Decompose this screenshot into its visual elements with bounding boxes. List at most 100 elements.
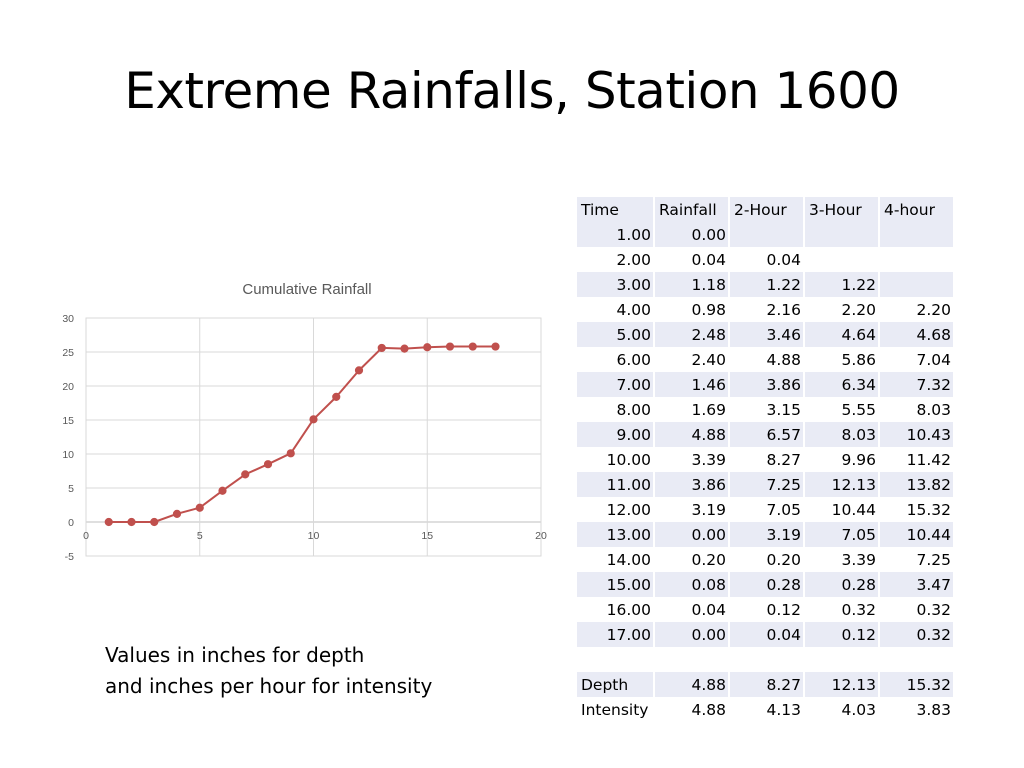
table-cell: 3.19: [654, 497, 730, 522]
table-cell: 17.00: [577, 622, 655, 647]
table-cell: 11.00: [577, 472, 655, 497]
table-cell: 15.00: [577, 572, 655, 597]
data-point: [195, 503, 204, 512]
table-cell: [879, 247, 955, 272]
x-tick-label: 10: [308, 530, 320, 542]
data-point: [354, 366, 364, 375]
data-point: [491, 342, 500, 351]
table-cell: 0.12: [804, 622, 880, 647]
data-point: [377, 343, 386, 353]
data-point: [445, 342, 455, 351]
table-cell: 0.04: [654, 597, 730, 622]
data-point: [468, 342, 477, 351]
table-cell: 0.00: [654, 222, 730, 247]
table-cell: 12.13: [804, 672, 880, 697]
table-cell: 7.00: [577, 372, 655, 397]
table-cell: 16.00: [577, 597, 655, 622]
table-cell: 8.00: [577, 397, 655, 422]
data-point: [263, 460, 273, 469]
table-cell: 4.03: [804, 697, 880, 722]
column-header: Time: [577, 197, 655, 222]
column-header: Rainfall: [654, 197, 730, 222]
table-cell: 0.32: [804, 597, 880, 622]
chart-series: [104, 342, 500, 527]
table-cell: 7.25: [879, 547, 955, 572]
column-header: 2-Hour: [729, 197, 805, 222]
table-cell: 3.39: [654, 447, 730, 472]
data-point: [400, 344, 409, 353]
y-tick-label: -5: [65, 551, 74, 563]
table-cell: 3.19: [729, 522, 805, 547]
data-point: [127, 517, 136, 527]
x-tick-label: 15: [421, 530, 433, 542]
table-cell: 2.40: [654, 347, 730, 372]
series-line: [108, 345, 496, 523]
table-row: 1.00 0.00: [577, 222, 955, 247]
units-note-line-2: and inches per hour for intensity: [105, 674, 433, 698]
table-cell: 10.00: [577, 447, 655, 472]
rainfall-table: Time Rainfall 2-Hour 3-Hour 4-hour 1.00 0.00 2…: [577, 197, 955, 722]
table-cell: 0.00: [654, 622, 730, 647]
table-cell: 7.04: [879, 347, 955, 372]
table-cell: Intensity: [577, 697, 655, 722]
table-cell: 0.04: [654, 247, 730, 272]
data-point: [241, 470, 250, 479]
table-cell: 3.83: [879, 697, 955, 722]
table-cell: 4.88: [654, 422, 730, 447]
table-cell: [804, 247, 880, 272]
table-cell: 1.69: [654, 397, 730, 422]
table-row: 11.00 3.86 7.25 12.13 13.82: [577, 472, 955, 497]
table-row: 14.00 0.20 0.20 3.39 7.25: [577, 547, 955, 572]
table-cell: 1.22: [729, 272, 805, 297]
table-cell: 2.00: [577, 247, 655, 272]
y-tick-label: 30: [62, 313, 74, 325]
y-tick-label: 10: [62, 449, 74, 461]
table-cell: 7.25: [729, 472, 805, 497]
table-cell: 6.00: [577, 347, 655, 372]
table-row: 7.00 1.46 3.86 6.34 7.32: [577, 372, 955, 397]
data-point: [104, 517, 113, 527]
table-header-row: Time Rainfall 2-Hour 3-Hour 4-hour: [577, 197, 955, 222]
table-cell: [729, 647, 805, 672]
table-cell: 6.34: [804, 372, 880, 397]
table-cell: 10.44: [879, 522, 955, 547]
table-cell: 11.42: [879, 447, 955, 472]
table-cell: [577, 647, 655, 672]
table-cell: 5.86: [804, 347, 880, 372]
y-tick-label: 15: [62, 415, 74, 427]
table-row: 9.00 4.88 6.57 8.03 10.43: [577, 422, 955, 447]
table-row: 15.00 0.08 0.28 0.28 3.47: [577, 572, 955, 597]
table-row: 3.00 1.18 1.22 1.22: [577, 272, 955, 297]
table-cell: 3.86: [654, 472, 730, 497]
y-tick-label: 25: [62, 347, 74, 359]
table-cell: 9.96: [804, 447, 880, 472]
table-cell: 12.00: [577, 497, 655, 522]
table-cell: 7.05: [804, 522, 880, 547]
table-row: 17.00 0.00 0.04 0.12 0.32: [577, 622, 955, 647]
table-cell: 4.88: [654, 697, 730, 722]
table-row: 12.00 3.19 7.05 10.44 15.32: [577, 497, 955, 522]
table-cell: 0.28: [804, 572, 880, 597]
table-row: 5.00 2.48 3.46 4.64 4.68: [577, 322, 955, 347]
table-cell: 3.46: [729, 322, 805, 347]
chart-title: Cumulative Rainfall: [242, 281, 371, 298]
column-header: 4-hour: [879, 197, 955, 222]
table-cell: 0.04: [729, 247, 805, 272]
x-tick-label: 0: [83, 530, 89, 542]
table-body: 1.00 0.00 2.00 0.04 0.04 3.00 1.18 1.22 1.22 4.00…: [577, 222, 955, 722]
table-cell: [804, 647, 880, 672]
table-cell: 8.27: [729, 672, 805, 697]
table-cell: 6.57: [729, 422, 805, 447]
table-cell: [879, 272, 955, 297]
table-cell: [804, 222, 880, 247]
data-point: [423, 343, 432, 352]
table-cell: 4.88: [729, 347, 805, 372]
table-cell: 10.43: [879, 422, 955, 447]
data-point: [309, 415, 318, 424]
chart-tick-labels: -5 0 5 10 15 20 25 30 0 5 10 15 20: [62, 313, 547, 563]
table-cell: [654, 647, 730, 672]
units-note: Values in inches for depth and inches pe…: [105, 640, 432, 702]
table-row: 8.00 1.69 3.15 5.55 8.03: [577, 397, 955, 422]
chart-grid: [85, 317, 542, 557]
table-cell: 3.47: [879, 572, 955, 597]
